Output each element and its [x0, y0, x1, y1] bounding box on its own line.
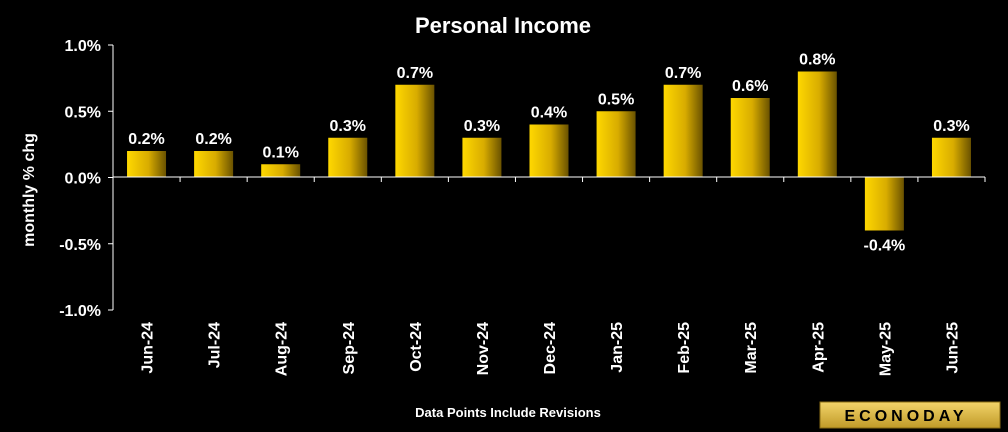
x-tick-label: Dec-24	[542, 322, 559, 375]
x-tick-label: Jul-24	[207, 322, 224, 368]
econoday-logo: ECONODAY	[819, 401, 1001, 429]
bar	[261, 164, 301, 178]
bar	[395, 84, 435, 178]
x-tick-label: Oct-24	[408, 322, 425, 372]
x-tick-label: Apr-25	[810, 322, 827, 373]
x-tick-label: Jan-25	[609, 322, 626, 373]
plot-area: 1.0% 0.5% 0.0% -0.5% -1.0% 0.2% 0.2% 0.1% 0.3% 0.…	[59, 38, 986, 376]
x-tick-label: Sep-24	[341, 322, 358, 375]
chart-title: Personal Income	[415, 13, 591, 38]
data-label: 0.7%	[397, 65, 433, 82]
bar	[864, 177, 904, 231]
data-label: 0.3%	[464, 118, 500, 135]
x-tick-label: Feb-25	[676, 322, 693, 374]
econoday-logo-text: ECONODAY	[845, 408, 968, 425]
data-label: 0.5%	[598, 91, 634, 108]
x-tick-label: Mar-25	[743, 322, 760, 374]
bar	[328, 137, 368, 178]
footnote: Data Points Include Revisions	[415, 405, 601, 420]
bar	[797, 71, 837, 178]
y-tick-label: -1.0%	[59, 303, 101, 320]
bar	[663, 84, 703, 178]
bar	[529, 124, 569, 178]
x-tick-label: Nov-24	[475, 322, 492, 375]
x-tick-label: May-25	[877, 322, 894, 376]
bar	[462, 137, 502, 178]
bar	[194, 151, 234, 178]
bar	[931, 137, 971, 178]
data-label: 0.6%	[732, 78, 768, 95]
y-tick-label: 1.0%	[65, 38, 101, 55]
y-tick-label: -0.5%	[59, 237, 101, 254]
x-tick-label: Jun-24	[140, 322, 157, 374]
x-tick-label: Aug-24	[274, 322, 291, 376]
data-label: 0.3%	[330, 118, 366, 135]
x-tick-label: Jun-25	[944, 322, 961, 374]
data-label: 0.7%	[665, 65, 701, 82]
y-tick-label: 0.5%	[65, 104, 101, 121]
bar	[730, 98, 770, 178]
bar	[127, 151, 167, 178]
y-axis-label: monthly % chg	[21, 133, 38, 247]
data-label: 0.2%	[195, 131, 231, 148]
data-label: 0.1%	[262, 144, 298, 161]
data-label: 0.8%	[799, 52, 835, 69]
data-label: 0.2%	[128, 131, 164, 148]
data-label: 0.4%	[531, 105, 567, 122]
data-label: 0.3%	[933, 118, 969, 135]
data-label: -0.4%	[863, 238, 905, 255]
y-tick-label: 0.0%	[65, 171, 101, 188]
bar	[596, 111, 636, 178]
